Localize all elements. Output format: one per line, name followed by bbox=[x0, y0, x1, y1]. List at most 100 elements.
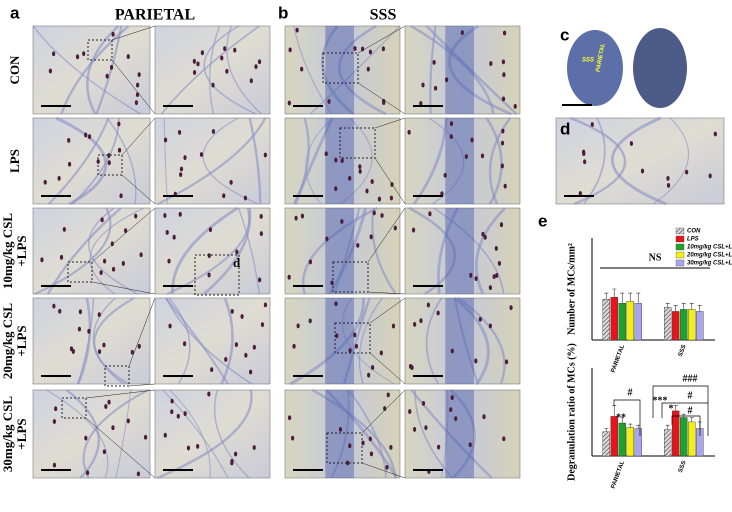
zoom-box bbox=[67, 261, 93, 283]
bar bbox=[626, 301, 634, 341]
bar bbox=[618, 303, 626, 341]
mast-cell bbox=[288, 415, 292, 421]
mast-cell bbox=[500, 140, 505, 146]
mast-cell bbox=[230, 460, 234, 466]
micrograph bbox=[32, 297, 151, 385]
mast-cell bbox=[437, 444, 441, 450]
mast-cell bbox=[130, 349, 134, 355]
zoom-line bbox=[367, 291, 406, 295]
mast-cell bbox=[224, 357, 228, 362]
mast-cell bbox=[107, 153, 111, 158]
mast-cell bbox=[408, 363, 413, 369]
annotation: ### bbox=[683, 373, 698, 384]
mast-cell bbox=[59, 254, 64, 260]
mast-cell bbox=[135, 92, 140, 97]
mast-cell bbox=[629, 141, 634, 146]
mast-cell bbox=[361, 440, 365, 446]
vessel bbox=[248, 117, 262, 205]
legend-swatch bbox=[675, 243, 685, 251]
mast-cell bbox=[139, 252, 143, 258]
bracket bbox=[613, 399, 641, 436]
vessel bbox=[428, 117, 465, 205]
error-bar bbox=[673, 305, 678, 312]
mast-cell bbox=[497, 260, 502, 266]
column-header: PARIETAL bbox=[115, 7, 195, 24]
mast-cell bbox=[348, 443, 352, 449]
bar bbox=[602, 299, 610, 341]
mast-cell bbox=[163, 432, 167, 438]
mast-cell bbox=[469, 272, 473, 278]
mast-cell bbox=[84, 435, 88, 441]
panel-label: b bbox=[278, 3, 288, 22]
mast-cell bbox=[433, 85, 438, 91]
mast-cell bbox=[172, 234, 176, 240]
sinus bbox=[445, 390, 474, 478]
mast-cell bbox=[501, 59, 505, 65]
bar bbox=[634, 303, 642, 341]
zoom-line bbox=[85, 389, 156, 399]
mast-cell bbox=[513, 103, 517, 109]
annotation: *** bbox=[653, 395, 668, 406]
error-bar bbox=[612, 288, 617, 298]
mast-cell bbox=[501, 96, 506, 102]
row-label: +LPS bbox=[14, 418, 29, 449]
mast-cell bbox=[340, 219, 344, 224]
mast-cell bbox=[263, 152, 267, 158]
mast-cell bbox=[488, 323, 492, 329]
mast-cell bbox=[179, 166, 184, 172]
mast-cell bbox=[199, 152, 204, 157]
mast-cell bbox=[84, 132, 88, 138]
zoom-line bbox=[128, 383, 156, 387]
mast-cell bbox=[54, 406, 58, 412]
mast-cell bbox=[97, 349, 102, 354]
vessel bbox=[226, 25, 262, 115]
panel-label: d bbox=[560, 119, 570, 138]
mast-cell bbox=[260, 322, 265, 328]
annotation: NS bbox=[649, 252, 662, 263]
mast-cell bbox=[291, 435, 295, 441]
mast-cell bbox=[117, 121, 121, 127]
mast-cell bbox=[424, 425, 428, 431]
vessel bbox=[488, 117, 512, 205]
mast-cell bbox=[85, 470, 90, 476]
photo-label: SSS bbox=[582, 58, 594, 64]
vessel bbox=[77, 297, 95, 385]
micrograph bbox=[284, 25, 401, 115]
sinus bbox=[445, 208, 474, 294]
mast-cell bbox=[229, 179, 233, 185]
mast-cell bbox=[482, 414, 486, 420]
mast-cell bbox=[474, 358, 478, 364]
mast-cell bbox=[590, 122, 594, 127]
mast-cell bbox=[464, 154, 468, 159]
mast-cell bbox=[340, 158, 344, 163]
mast-cell bbox=[502, 30, 507, 36]
vessel bbox=[333, 207, 361, 295]
mast-cell bbox=[504, 359, 509, 365]
micrograph bbox=[404, 297, 521, 385]
mast-cell bbox=[62, 226, 66, 232]
vessel bbox=[213, 389, 250, 479]
zoom-line bbox=[121, 117, 156, 156]
error-bar bbox=[681, 302, 686, 310]
mast-cell bbox=[385, 464, 389, 470]
vessel bbox=[289, 297, 365, 386]
mast-cell bbox=[196, 61, 200, 67]
bracket bbox=[671, 415, 701, 436]
error-bar bbox=[665, 424, 670, 430]
mast-cell bbox=[583, 159, 587, 165]
mast-cell bbox=[419, 101, 423, 106]
mast-cell bbox=[382, 100, 386, 106]
vessel bbox=[453, 297, 480, 385]
mast-cell bbox=[77, 326, 82, 332]
error-bar bbox=[689, 417, 694, 422]
mast-cell bbox=[78, 309, 83, 315]
mast-cell bbox=[578, 191, 582, 196]
mast-cell bbox=[346, 460, 350, 466]
error-bar bbox=[628, 292, 633, 302]
inset-label: d bbox=[233, 255, 241, 270]
mast-cell bbox=[370, 365, 375, 370]
error-bar bbox=[636, 424, 641, 429]
zoom-box bbox=[194, 254, 240, 296]
mast-cell bbox=[163, 213, 167, 218]
mast-cell bbox=[183, 411, 187, 417]
